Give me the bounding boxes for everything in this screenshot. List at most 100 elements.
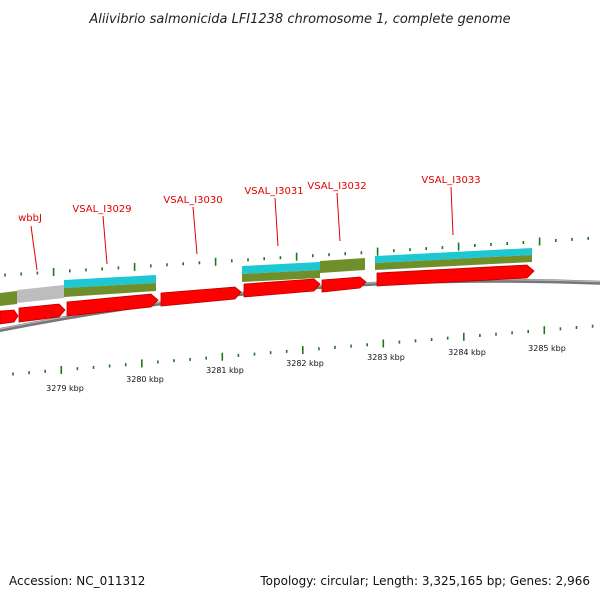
lower-tick-mark [414,339,417,343]
lower-tick-mark [205,356,207,360]
lower-tick-mark [591,324,594,328]
tick-marks [4,236,594,376]
feature-band-gray [17,285,64,303]
lower-tick-mark [44,369,46,373]
cds-arrow [321,276,367,293]
upper-tick-mark [538,237,541,246]
feature-band-olive [64,283,156,297]
upper-tick-mark [571,237,573,241]
gene-label-leaders [30,186,454,271]
leader-line [450,186,454,236]
lower-tick-mark [221,352,224,361]
upper-tick-mark [474,244,476,247]
upper-tick-mark [247,258,249,262]
gene-label-vsal-i3031: VSAL_I3031 [244,186,303,197]
upper-tick-mark [20,272,22,276]
accession-text: Accession: NC_011312 [9,574,146,588]
upper-tick-mark [295,252,298,261]
lower-tick-mark [269,351,272,355]
gene-label-vsal-i3029: VSAL_I3029 [72,204,131,215]
lower-tick-mark [173,359,175,363]
upper-tick-mark [4,273,6,277]
upper-tick-mark [409,248,411,252]
lower-tick-mark [398,340,401,344]
cds-arrow [376,264,535,287]
feature-band-olive [320,258,365,273]
lower-tick-mark [92,365,95,369]
lower-tick-mark [479,334,481,337]
upper-tick-mark [52,268,55,276]
gene-label-vsal-i3030: VSAL_I3030 [163,195,222,206]
lower-tick-mark [28,371,30,375]
upper-tick-mark [328,253,330,257]
kbp-label: 3284 kbp [448,348,486,357]
upper-tick-mark [312,254,314,258]
kbp-label: 3281 kbp [206,366,244,375]
feature-bands [0,248,532,306]
feature-band-cyan [375,248,532,263]
cds-arrow [0,309,19,325]
kbp-label: 3279 kbp [46,384,84,393]
cds-arrows [0,264,535,325]
kbp-label: 3282 kbp [286,359,324,368]
upper-tick-mark [117,266,120,270]
upper-tick-mark [85,268,87,272]
upper-tick-mark [150,264,152,268]
cds-arrow [66,293,159,317]
cds-arrow [160,286,242,307]
leader-line [274,197,279,247]
gene-label-wbbj: wbbJ [18,213,42,224]
lower-tick-mark [446,336,449,340]
upper-tick-mark [555,239,557,242]
upper-tick-mark [133,262,136,271]
upper-tick-mark [69,269,71,273]
lower-tick-mark [430,338,433,341]
lower-tick-mark [60,366,63,374]
lower-tick-mark [237,353,240,357]
feature-band-cyan [64,275,156,288]
lower-tick-mark [318,347,320,351]
cds-arrow [18,303,66,323]
upper-tick-mark [344,252,346,256]
leader-line [102,215,108,265]
lower-tick-mark [463,332,465,341]
lower-tick-mark [495,332,497,336]
kbp-label: 3283 kbp [367,353,405,362]
kbp-labels: 3279 kbp 3280 kbp 3281 kbp 3282 kbp 3283… [46,344,566,393]
kbp-label: 3285 kbp [528,344,566,353]
upper-tick-mark [101,267,103,271]
lower-tick-mark [124,363,127,367]
upper-tick-mark [376,247,379,256]
lower-tick-mark [302,346,304,355]
upper-tick-mark [522,241,525,244]
leader-line [336,192,341,242]
lower-tick-mark [285,349,288,353]
gene-label-vsal-i3033: VSAL_I3033 [421,175,480,186]
lower-tick-mark [157,360,159,364]
gene-label-vsal-i3032: VSAL_I3032 [307,181,366,192]
lower-tick-mark [334,345,336,349]
upper-tick-mark [279,256,282,260]
lower-tick-mark [559,327,562,331]
lower-tick-mark [543,326,546,335]
upper-tick-mark [36,271,39,275]
upper-tick-mark [441,246,444,250]
map-title: Aliivibrio salmonicida LFI1238 chromosom… [88,12,510,27]
feature-band-olive [0,291,17,306]
upper-tick-mark [231,259,233,263]
leader-line [30,225,38,271]
upper-tick-mark [166,263,168,267]
lower-tick-mark [511,331,513,335]
upper-tick-mark [182,262,184,266]
upper-tick-mark [214,257,217,266]
lower-tick-mark [12,372,14,376]
lower-tick-mark [575,326,578,329]
gene-labels: wbbJ VSAL_I3029 VSAL_I3030 VSAL_I3031 VS… [18,175,481,224]
lower-tick-mark [382,339,385,348]
lower-tick-mark [189,357,191,361]
upper-tick-mark [263,257,265,261]
lower-tick-mark [108,364,111,368]
upper-tick-mark [490,243,492,246]
lower-tick-mark [366,343,368,347]
